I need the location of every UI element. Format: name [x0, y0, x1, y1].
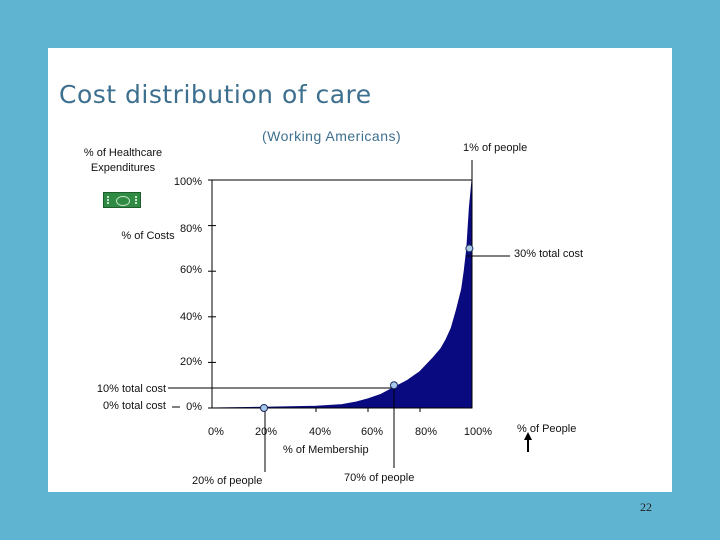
- x-axis-label: % of Membership: [283, 444, 369, 456]
- slide-canvas: [48, 48, 672, 492]
- annotation-markers: [260, 244, 474, 412]
- y-tick-label-3: 60%: [179, 264, 202, 276]
- people-arrow-head: [524, 432, 532, 440]
- x-tick-label-0: 0%: [208, 426, 224, 438]
- chart-subtitle: (Working Americans): [262, 128, 402, 144]
- y-tick-label-5: 100%: [173, 176, 202, 188]
- marker-30-percent-cost: [465, 244, 474, 253]
- slide-title: Cost distribution of care: [59, 80, 372, 109]
- percent-of-people-label: % of People: [517, 423, 577, 435]
- marker-20-percent-people: [260, 404, 268, 412]
- x-tick-label-5: 100%: [463, 426, 493, 438]
- annotation-label-2: 10% total cost: [96, 383, 166, 395]
- x-tick-label-1: 20%: [254, 426, 278, 438]
- annotation-label-5: 70% of people: [344, 472, 415, 484]
- y-tick-marks: [208, 179, 216, 409]
- percent-of-costs-label: % of Costs: [121, 230, 175, 242]
- annotation-label-1: 30% total cost: [514, 248, 584, 260]
- y-tick-label-4: 80%: [179, 223, 202, 235]
- y-axis-label: % of Healthcare Expenditures: [83, 147, 163, 174]
- annotation-label-4: 20% of people: [192, 475, 263, 487]
- y-tick-label-2: 40%: [179, 311, 202, 323]
- cost-area-series: [211, 179, 473, 409]
- money-bill-icon: [103, 192, 141, 208]
- x-tick-label-3: 60%: [360, 426, 384, 438]
- x-tick-marks: [263, 408, 421, 412]
- annotation-label-3: 0% total cost: [103, 400, 166, 412]
- x-tick-label-2: 40%: [308, 426, 332, 438]
- y-tick-label-1: 20%: [179, 356, 202, 368]
- x-tick-label-4: 80%: [414, 426, 438, 438]
- marker-10-percent-cost: [390, 381, 398, 390]
- annotation-label-0: 1% of people: [463, 142, 528, 154]
- y-tick-label-0: 0%: [186, 401, 202, 413]
- page-number: 22: [640, 500, 652, 514]
